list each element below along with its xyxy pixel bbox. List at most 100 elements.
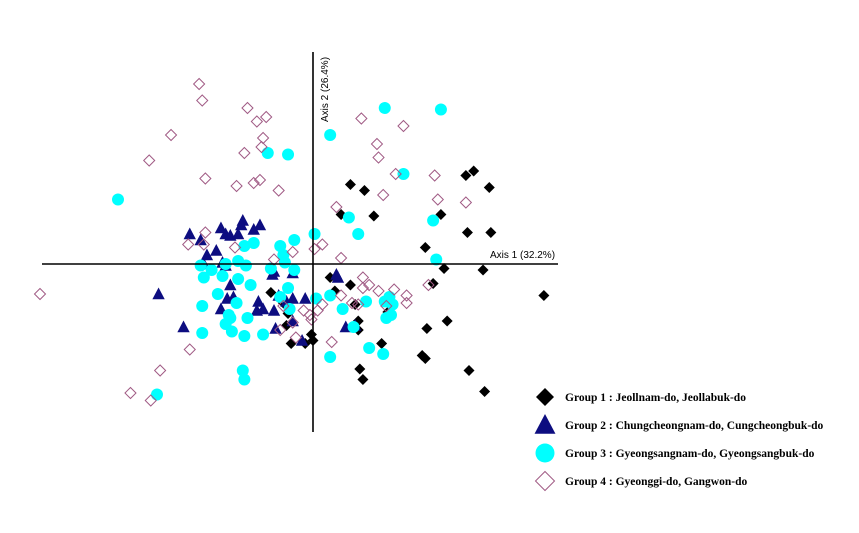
group-2-point bbox=[152, 287, 165, 300]
group-3-point bbox=[352, 228, 365, 240]
group-3-point bbox=[211, 288, 224, 300]
group-4-point bbox=[297, 304, 310, 317]
group-4-point bbox=[199, 226, 212, 239]
group-3-point bbox=[196, 327, 209, 339]
group-3-point bbox=[434, 103, 447, 116]
group-3-point bbox=[261, 147, 274, 159]
group-4-point bbox=[183, 343, 196, 356]
group-4-point bbox=[334, 289, 348, 302]
group-1-point bbox=[419, 242, 431, 253]
legend-marker-group-4 bbox=[534, 470, 556, 492]
group-3-point bbox=[274, 240, 287, 252]
group-2-point bbox=[252, 295, 265, 307]
group-4-point bbox=[356, 281, 370, 295]
group-4-point bbox=[380, 299, 393, 313]
group-4-point bbox=[355, 112, 368, 125]
group-4-point bbox=[305, 313, 318, 326]
group-2-point bbox=[295, 334, 309, 346]
group-2-point bbox=[200, 248, 214, 261]
legend-label-group-3: Group 3 : Gyeongsangnam-do, Gyeongsangbu… bbox=[565, 448, 815, 460]
group-3-point bbox=[238, 373, 251, 386]
group-3-point bbox=[244, 279, 257, 291]
group-3-point bbox=[151, 388, 163, 401]
group-4-point bbox=[400, 289, 413, 302]
group-4-point bbox=[250, 115, 264, 128]
group-1-point bbox=[485, 227, 497, 238]
group-4-point bbox=[197, 238, 211, 251]
group-3-point bbox=[308, 228, 321, 240]
group-1-point bbox=[441, 315, 453, 327]
group-1-point bbox=[421, 323, 433, 334]
group-1-point bbox=[438, 263, 450, 274]
group-4-point bbox=[256, 131, 270, 145]
group-3-point bbox=[324, 129, 337, 141]
group-4-point bbox=[397, 119, 410, 133]
group-1-point bbox=[358, 185, 370, 196]
legend-label-group-4: Group 4 : Gyeonggi-do, Gangwon-do bbox=[565, 476, 747, 488]
group-3-point bbox=[230, 297, 243, 309]
group-4-point bbox=[272, 184, 285, 197]
group-2-point bbox=[286, 314, 299, 327]
group-3-point bbox=[378, 102, 391, 114]
group-2-point bbox=[214, 302, 228, 315]
group-2-point bbox=[231, 227, 245, 240]
group-3-point bbox=[197, 271, 210, 284]
group-1-point bbox=[479, 386, 491, 397]
group-3-point bbox=[282, 148, 295, 161]
group-4-point bbox=[422, 278, 435, 292]
group-1-point bbox=[419, 353, 431, 364]
group-3-point bbox=[236, 364, 249, 377]
group-1-point bbox=[357, 374, 369, 385]
group-4-point bbox=[330, 200, 343, 214]
group-3-point bbox=[342, 211, 355, 224]
group-2-point bbox=[235, 218, 248, 231]
group-2-point bbox=[253, 218, 267, 231]
group-4-point bbox=[387, 283, 401, 296]
group-3-point bbox=[288, 264, 301, 276]
group-2-point bbox=[177, 320, 190, 333]
legend-marker-group-2 bbox=[534, 414, 556, 434]
group-2-point bbox=[250, 304, 264, 316]
legend-label-group-1: Group 1 : Jeollnam-do, Jeollabuk-do bbox=[565, 392, 746, 404]
group-4-point bbox=[181, 238, 195, 251]
group-1-point bbox=[468, 165, 480, 177]
group-1-point bbox=[538, 290, 550, 301]
group-1-point bbox=[354, 363, 366, 375]
group-3-point bbox=[377, 348, 390, 360]
group-3-point bbox=[232, 273, 245, 285]
group-3-point bbox=[112, 193, 124, 206]
group-3-point bbox=[257, 328, 270, 341]
group-4-point bbox=[362, 278, 376, 292]
group-4-point bbox=[274, 323, 287, 337]
group-4-point bbox=[316, 298, 329, 311]
group-3-point bbox=[194, 259, 207, 272]
group-3-point bbox=[247, 237, 260, 249]
group-3-point bbox=[427, 214, 440, 227]
group-3-point bbox=[225, 325, 238, 338]
group-3-point bbox=[397, 168, 410, 180]
group-3-point bbox=[324, 351, 337, 363]
group-3-point bbox=[336, 303, 349, 315]
group-4-point bbox=[400, 296, 413, 310]
group-1-point bbox=[483, 182, 495, 193]
group-4-point bbox=[311, 304, 324, 317]
group-4-point bbox=[142, 154, 156, 167]
group-4-point bbox=[308, 242, 321, 256]
group-4-point bbox=[372, 151, 385, 164]
group-2-point bbox=[214, 221, 228, 234]
group-1-point bbox=[265, 287, 277, 298]
group-4-point bbox=[372, 284, 385, 298]
group-2-point bbox=[331, 271, 345, 283]
legend-marker-group-3 bbox=[535, 443, 555, 463]
group-2-point bbox=[194, 233, 207, 246]
group-1-point bbox=[460, 170, 472, 181]
legend-marker-group-1 bbox=[536, 388, 554, 406]
group-4-point bbox=[192, 77, 206, 91]
group-2-point bbox=[247, 223, 260, 235]
group-4-point bbox=[33, 287, 47, 301]
group-4-point bbox=[228, 241, 242, 254]
group-4-point bbox=[259, 110, 273, 124]
legend-label-group-2: Group 2 : Chungcheongnam-do, Cungcheongb… bbox=[565, 420, 824, 432]
group-4-point bbox=[334, 251, 348, 265]
